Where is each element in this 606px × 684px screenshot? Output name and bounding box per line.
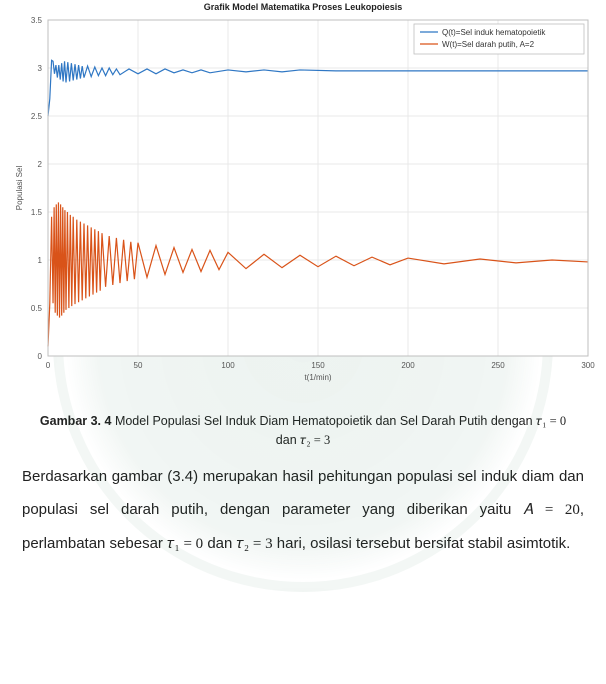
svg-text:2: 2: [38, 160, 43, 169]
svg-text:0: 0: [38, 352, 43, 361]
svg-text:100: 100: [221, 361, 235, 370]
figure-caption: Gambar 3. 4 Model Populasi Sel Induk Dia…: [18, 412, 588, 450]
svg-text:1: 1: [38, 256, 43, 265]
chart-container: Grafik Model Matematika Proses Leukopoie…: [10, 2, 596, 402]
svg-text:Populasi Sel: Populasi Sel: [15, 166, 24, 211]
para-l3mid: dan: [203, 535, 236, 552]
para-line2: populasi sel darah putih, dengan paramet…: [22, 501, 523, 518]
caption-text-mid: dan: [276, 433, 300, 447]
body-paragraph: Berdasarkan gambar (3.4) merupakan hasil…: [22, 460, 584, 561]
para-eqB: 𝜏₁ = 0: [167, 536, 203, 552]
svg-text:Q(t)=Sel induk hematopoietik: Q(t)=Sel induk hematopoietik: [442, 28, 546, 37]
para-eqA: 𝐴 = 20: [523, 502, 580, 518]
svg-text:250: 250: [491, 361, 505, 370]
chart-title: Grafik Model Matematika Proses Leukopoie…: [10, 2, 596, 12]
para-l3end: hari, osilasi tersebut bersifat stabil: [273, 535, 503, 552]
para-line1: Berdasarkan gambar (3.4) merupakan hasil…: [22, 468, 584, 485]
caption-eq1: 𝜏₁ = 0: [536, 414, 566, 428]
svg-text:3.5: 3.5: [31, 16, 43, 25]
svg-text:t(1/min): t(1/min): [304, 373, 331, 382]
svg-text:3: 3: [38, 64, 43, 73]
para-line4: asimtotik.: [507, 535, 570, 552]
para-eqC: 𝜏₂ = 3: [237, 536, 273, 552]
para-comma: ,: [580, 501, 584, 518]
chart-canvas: 0 50 100 150 200 250 300 0 0.5 1 1.5 2 2.5 3 3.5 t(1/mi…: [10, 14, 596, 384]
svg-text:1.5: 1.5: [31, 208, 43, 217]
caption-eq2: 𝜏₂ = 3: [300, 433, 330, 447]
svg-text:0: 0: [46, 361, 51, 370]
svg-text:W(t)=Sel darah putih, A=2: W(t)=Sel darah putih, A=2: [442, 40, 535, 49]
caption-label: Gambar 3. 4: [40, 414, 112, 428]
svg-text:2.5: 2.5: [31, 112, 43, 121]
svg-text:150: 150: [311, 361, 325, 370]
chart-svg: 0 50 100 150 200 250 300 0 0.5 1 1.5 2 2.5 3 3.5 t(1/mi…: [10, 14, 596, 384]
svg-text:0.5: 0.5: [31, 304, 43, 313]
svg-text:50: 50: [134, 361, 143, 370]
svg-text:300: 300: [581, 361, 595, 370]
para-line3a: perlambatan sebesar: [22, 535, 167, 552]
caption-text-1: Model Populasi Sel Induk Diam Hematopoie…: [111, 414, 536, 428]
svg-text:200: 200: [401, 361, 415, 370]
